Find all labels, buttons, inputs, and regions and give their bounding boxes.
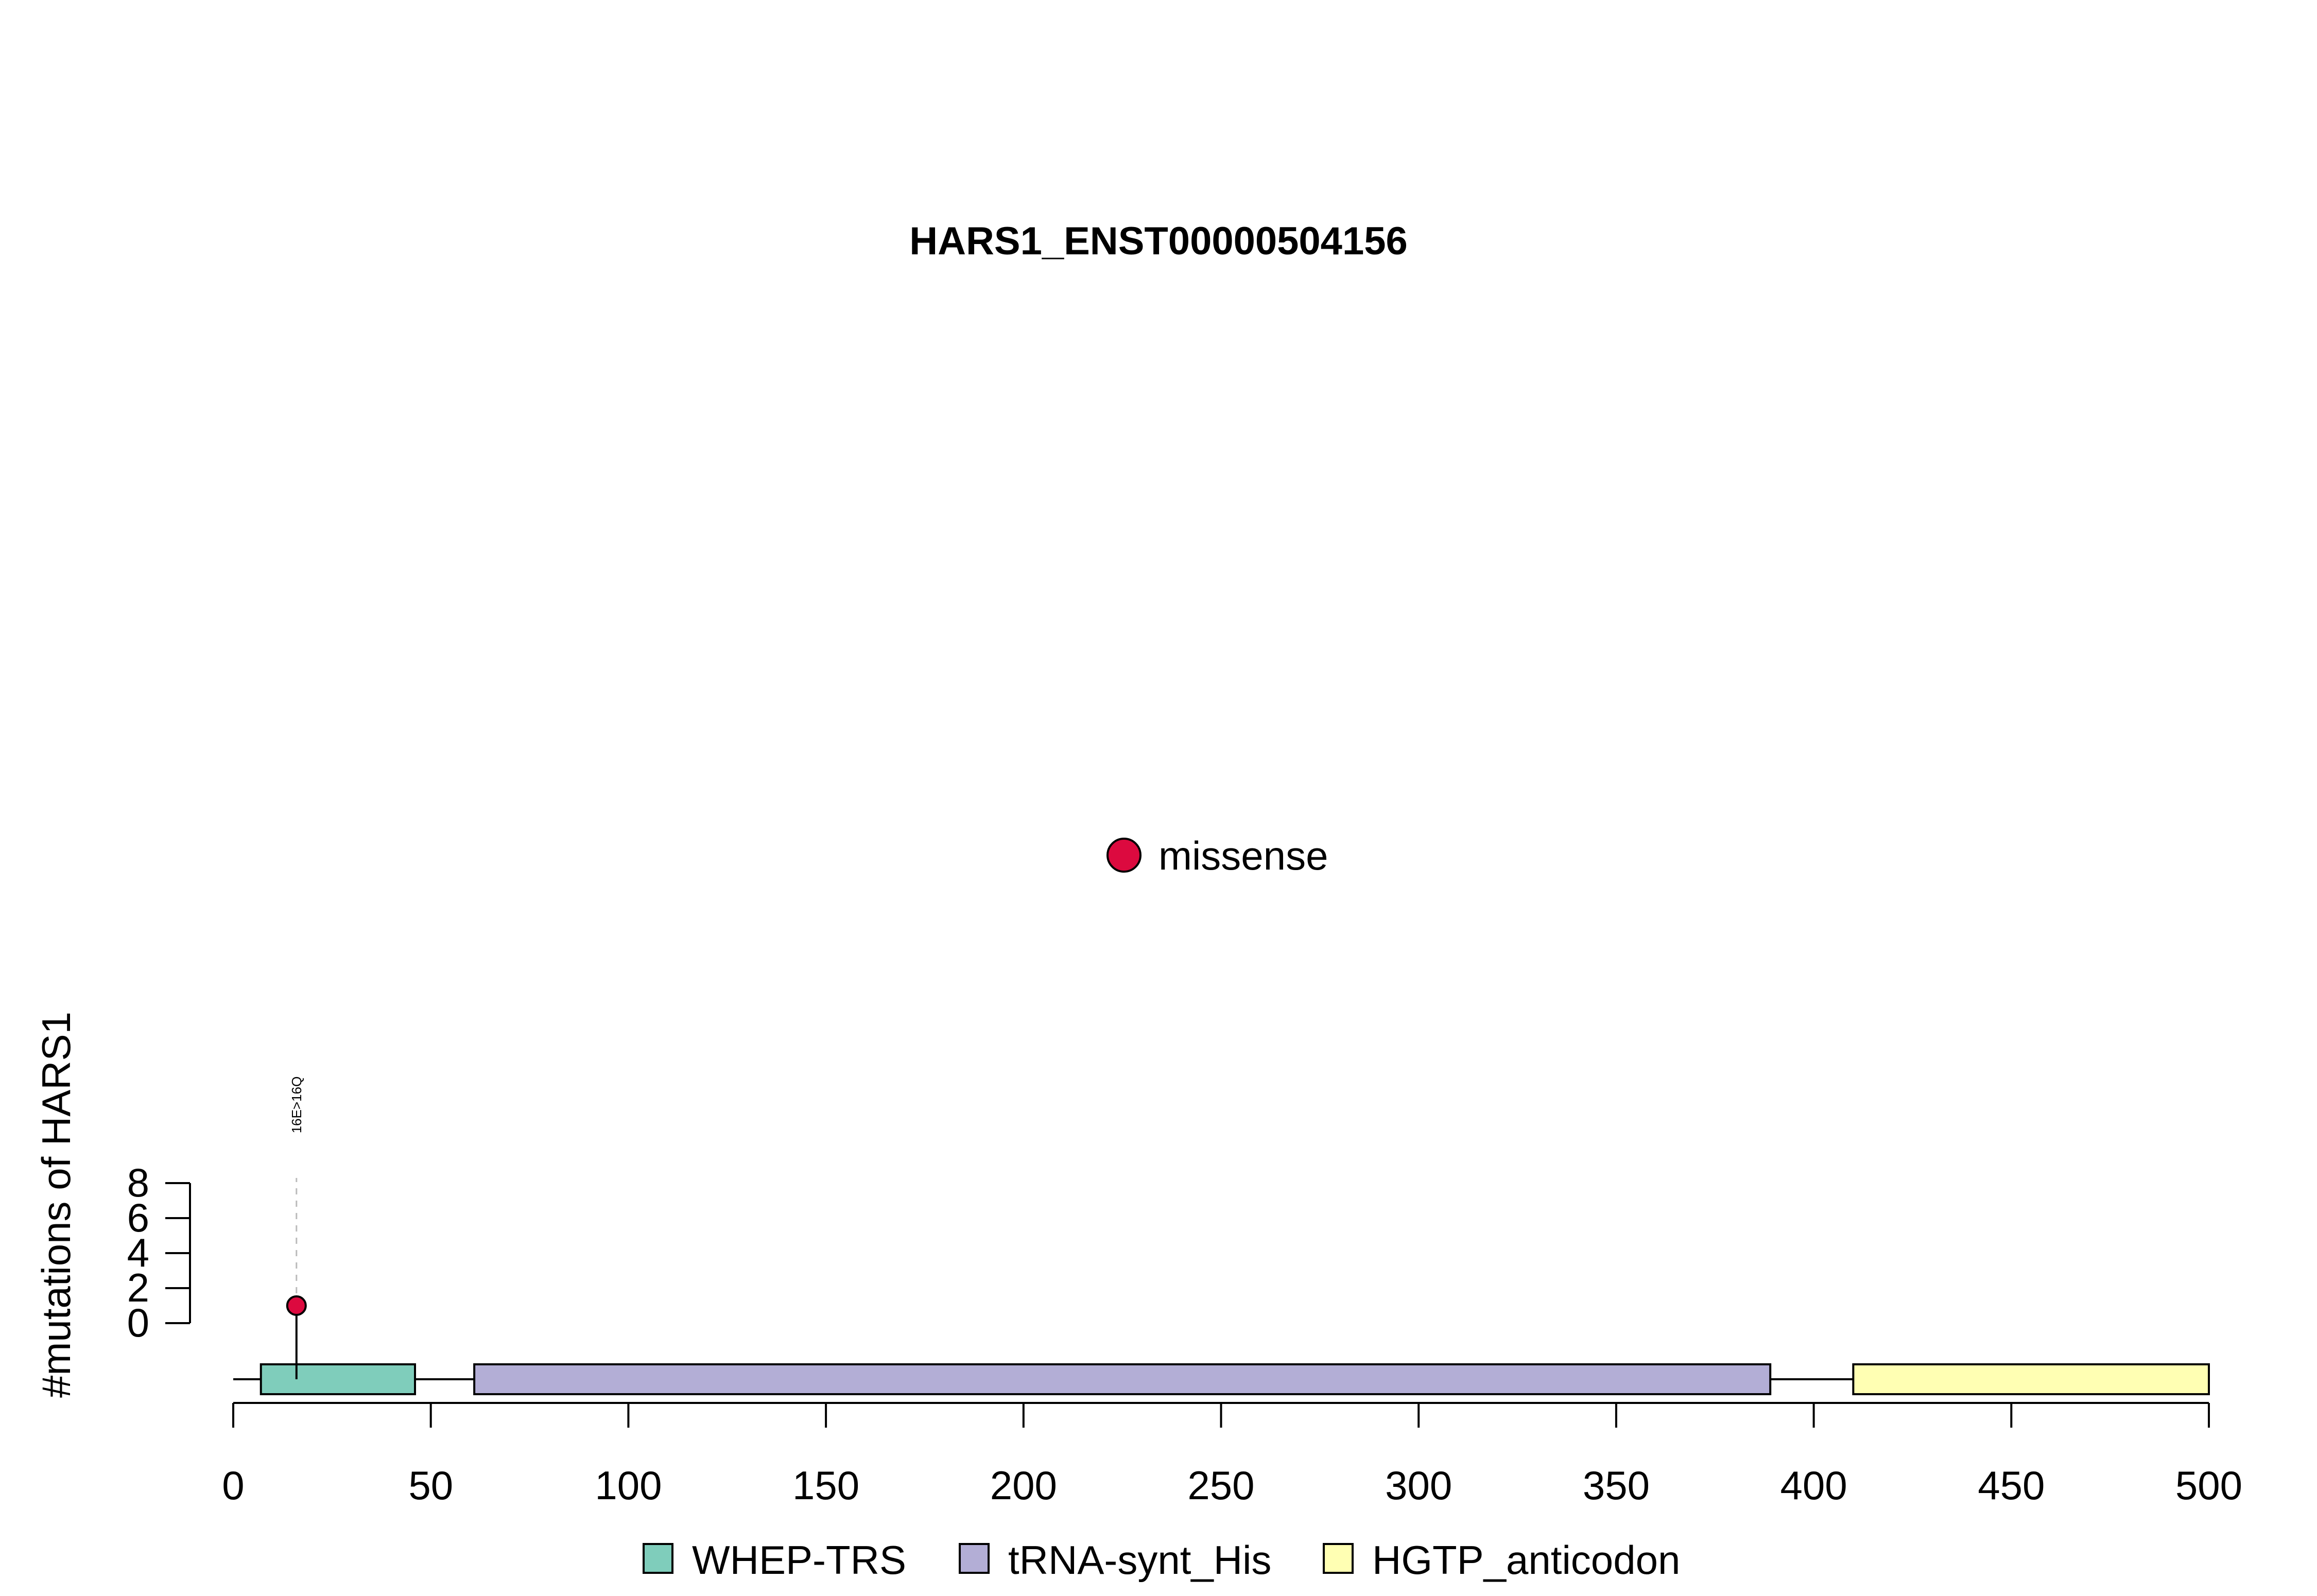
x-tick-label: 100 (595, 1463, 662, 1508)
x-tick-label: 500 (2175, 1463, 2242, 1508)
legend-key-HGTP_anticodon (1323, 1543, 1354, 1574)
x-tick-label: 300 (1385, 1463, 1452, 1508)
x-tick-label: 50 (408, 1463, 453, 1508)
x-tick-label: 250 (1187, 1463, 1254, 1508)
legend-label-WHEP-TRS: WHEP-TRS (692, 1537, 906, 1583)
x-tick-label: 350 (1583, 1463, 1650, 1508)
domain-tRNA-synt_His (473, 1363, 1772, 1395)
x-tick-label: 0 (222, 1463, 244, 1508)
legend-key-WHEP-TRS (643, 1543, 673, 1574)
domain-WHEP-TRS (260, 1363, 417, 1395)
mutation-type-legend: missense (1106, 833, 1328, 878)
x-tick-label: 400 (1780, 1463, 1847, 1508)
x-tick-label: 200 (990, 1463, 1057, 1508)
legend-label-HGTP_anticodon: HGTP_anticodon (1372, 1537, 1680, 1583)
chart-title: HARS1_ENST00000504156 (909, 219, 1408, 263)
x-tick-label: 450 (1978, 1463, 2045, 1508)
y-tick-label: 0 (127, 1300, 149, 1345)
y-tick-label: 2 (127, 1265, 149, 1310)
y-tick-label: 8 (127, 1160, 149, 1205)
legend-label-missense: missense (1158, 833, 1328, 878)
domain-layer (260, 1363, 2210, 1395)
y-tick-label: 6 (127, 1195, 149, 1240)
y-tick-label: 4 (127, 1230, 149, 1275)
domain-legend: WHEP-TRS tRNA-synt_His HGTP_anticodon (643, 1537, 1680, 1583)
legend-label-tRNA-synt_His: tRNA-synt_His (1008, 1537, 1271, 1583)
mutation-point (286, 1295, 307, 1316)
x-axis: 0 50 100 150 200 250 300 350 400 450 500 (222, 1402, 2242, 1508)
mutation-label: 16E>16Q (289, 1077, 304, 1134)
legend-key-missense (1106, 838, 1142, 873)
y-axis-label: #mutations of HARS1 (33, 1012, 79, 1398)
x-tick-label: 150 (792, 1463, 859, 1508)
domain-HGTP_anticodon (1852, 1363, 2210, 1395)
mutation-layer: 16E>16Q (286, 1077, 307, 1379)
legend-key-tRNA-synt_His (959, 1543, 990, 1574)
